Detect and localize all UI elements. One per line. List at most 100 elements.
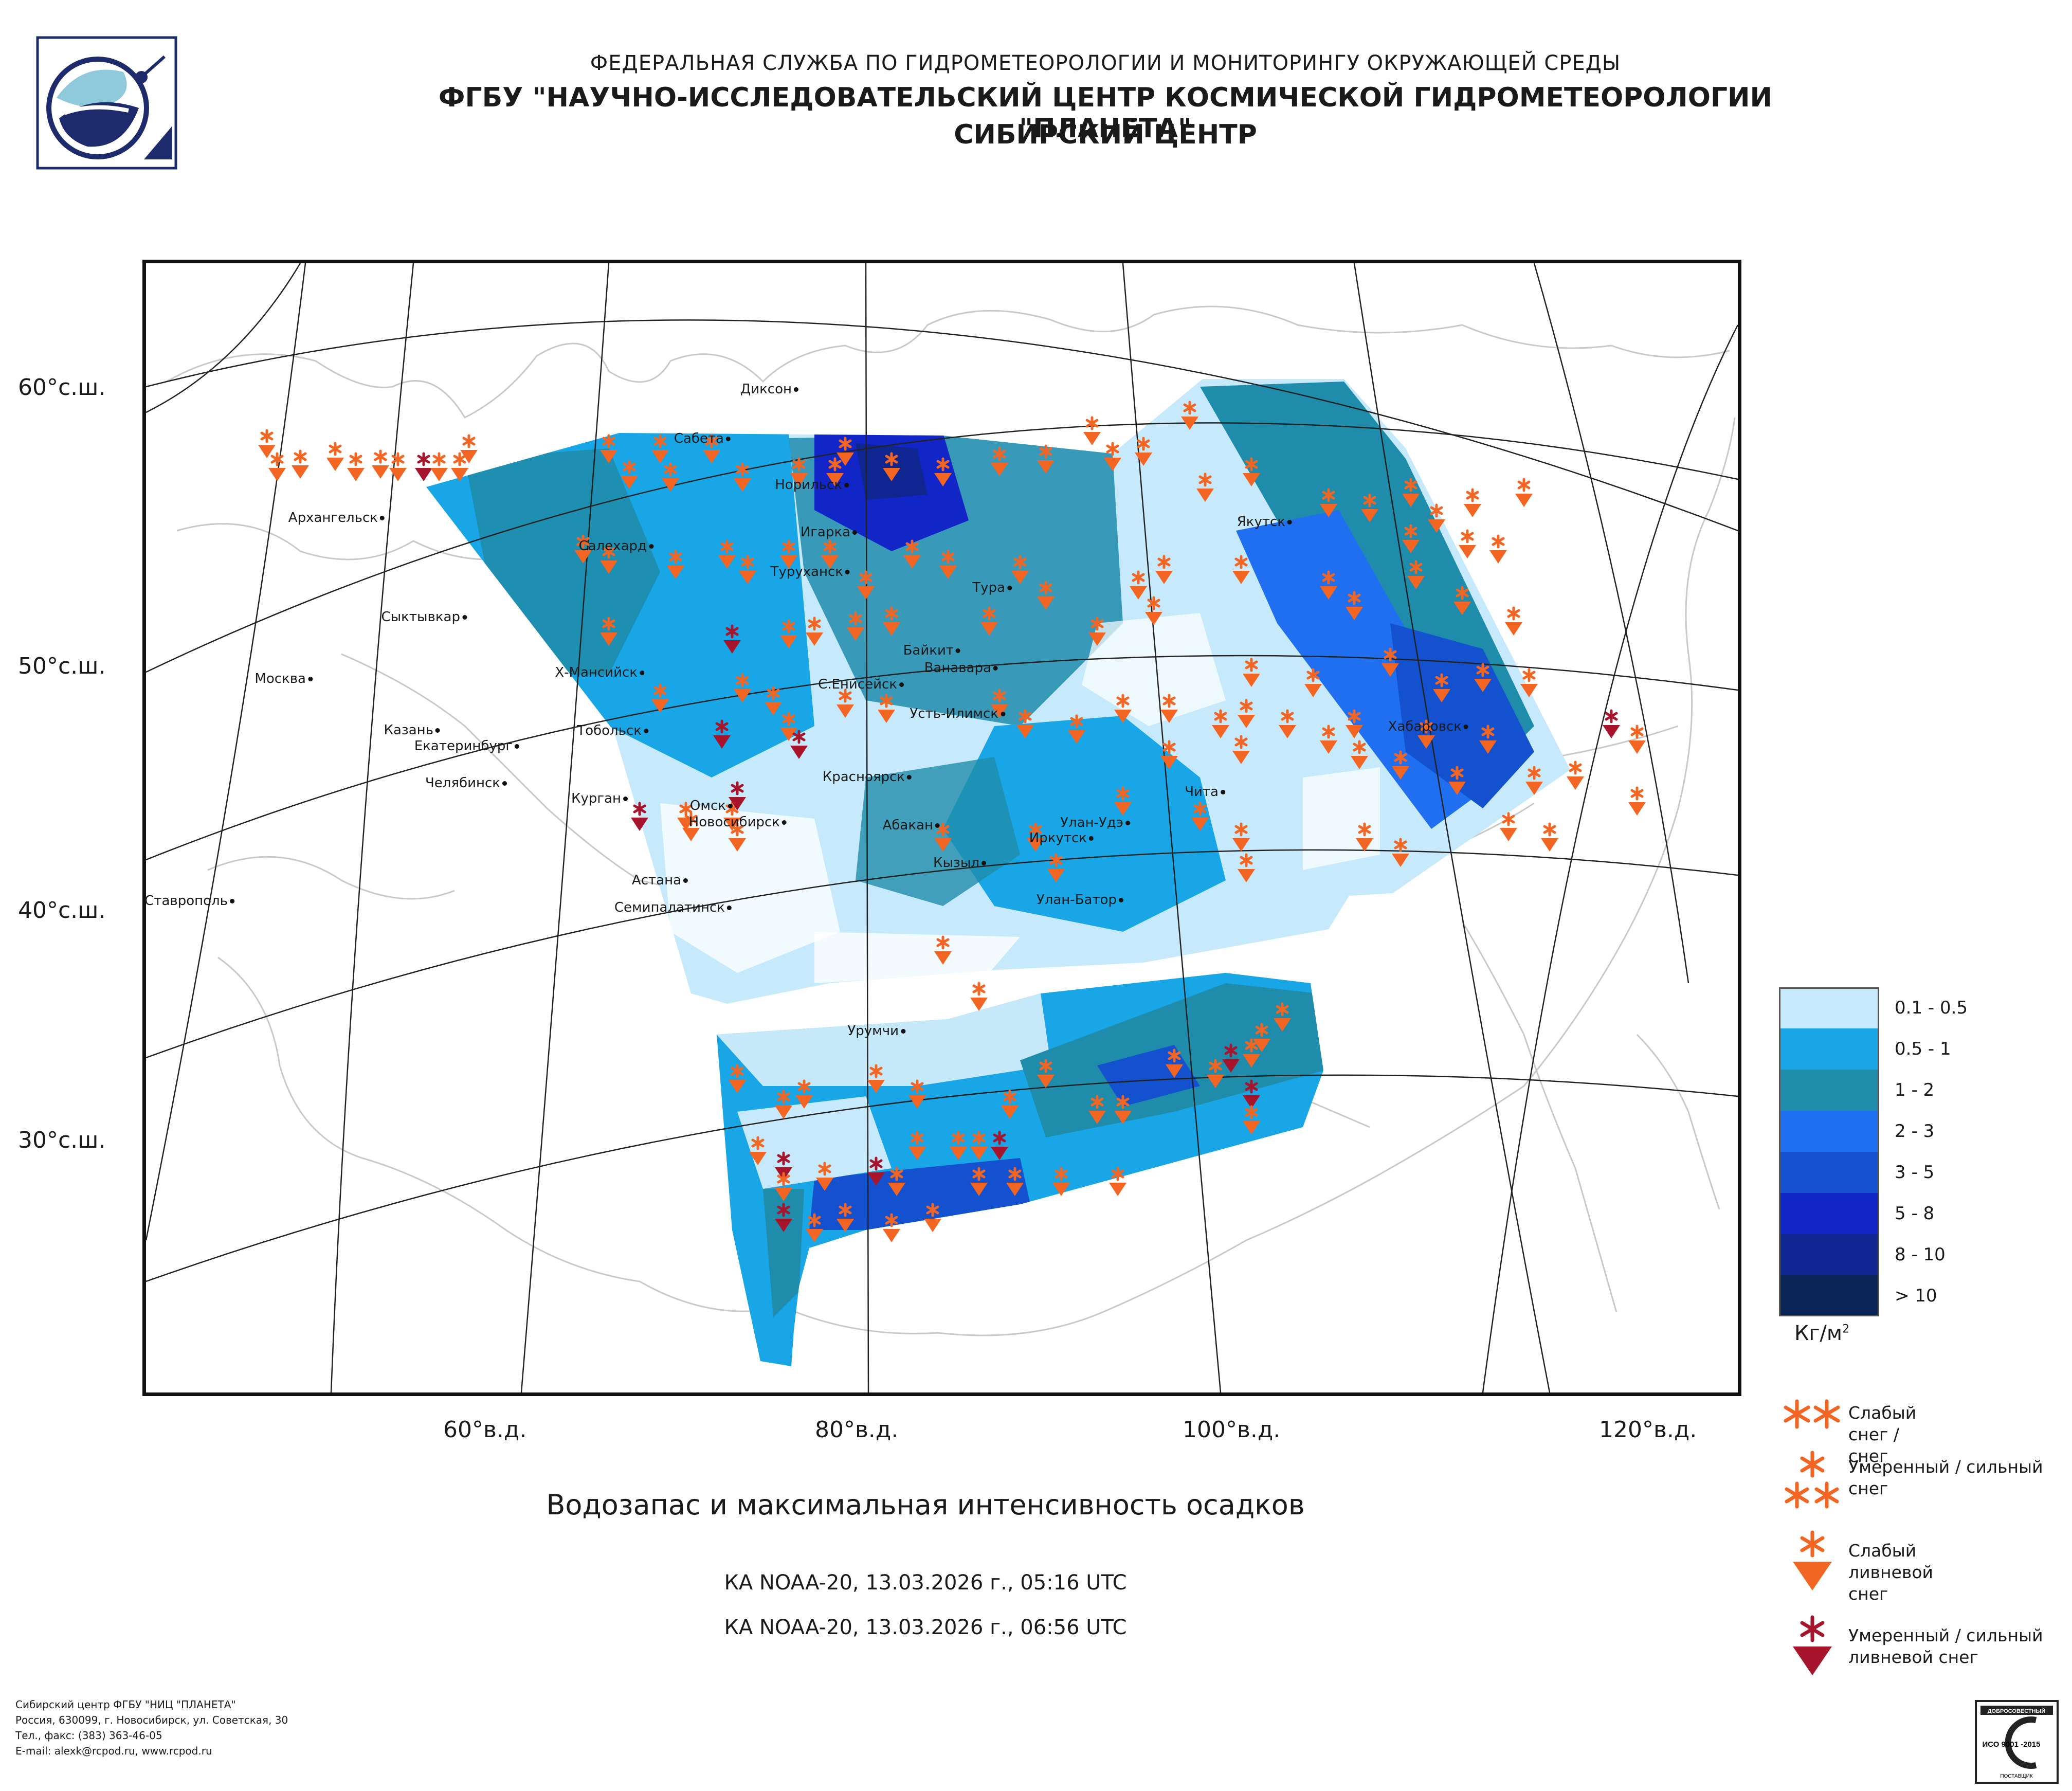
legend-swatch [1779,987,1879,1028]
snow-shower-icon [1232,555,1250,584]
city-label: Сыктывкар [381,609,467,625]
city-label: Х-Мансийск [555,665,644,680]
city-name: Игарка [800,524,850,540]
snow-shower-icon [292,449,309,479]
snow-shower-icon [1160,694,1178,723]
snow-shower-icon [1196,473,1214,502]
snow-shower-icon [934,822,952,852]
city-label: Улан-Удэ [1060,815,1130,830]
snow-shower-icon [806,617,823,646]
snow-shower-icon [980,606,998,636]
heavy-snow-shower-icon [723,624,741,654]
snow-shower-icon [1088,617,1106,646]
city-name: Иркутск [1029,830,1087,846]
city-name: Екатеринбург [414,738,513,754]
legend-class-label: > 10 [1895,1286,1937,1306]
snow-shower-icon [1407,560,1425,589]
contact-footer: Сибирский центр ФГБУ "НИЦ "ПЛАНЕТА" Росс… [15,1697,288,1759]
snow-shower-icon [1520,668,1538,697]
legend-class-label: 0.1 - 0.5 [1895,998,1968,1018]
city-label: Новосибирск [689,815,787,830]
city-label: Ставрополь [144,893,234,909]
snow-shower-icon [1207,1059,1224,1088]
snow-shower-icon [703,434,720,463]
precipitation-symbols [258,401,1646,1242]
city-name: Семипалатинск [614,900,725,915]
city-dot-icon [1119,898,1123,902]
snow-shower-icon [1238,853,1255,882]
snow-shower-icon [857,570,875,600]
snow-shower-icon [1320,488,1337,517]
city-name: Красноярск [822,769,905,785]
lat-label-40: 40°с.ш. [18,897,106,924]
legend-class-label: 3 - 5 [1895,1162,1935,1183]
snow-shower-icon [1525,766,1543,795]
snow-shower-icon [1243,1038,1260,1068]
city-name: Салехард [578,538,647,554]
city-name: Кызыл [933,855,979,871]
snow-shower-icon [1505,606,1522,636]
snow-shower-icon [1346,591,1363,620]
snow-shower-icon [268,452,286,481]
city-dot-icon [230,899,234,903]
snow-shower-icon [651,683,669,713]
snow-shower-icon [1433,673,1450,702]
city-name: Ставрополь [144,893,228,909]
snow-shower-icon [1006,1167,1024,1196]
triple-snowflake-icon [1785,1451,1839,1509]
city-dot-icon [644,729,648,733]
snow-shower-icon [934,457,952,486]
center-line: СИБИРСКИЙ ЦЕНТР [954,119,1257,150]
map-canvas [146,263,1738,1392]
snow-shower-icon [780,712,797,741]
iso-top-text: ДОБРОСОВЕСТНЫЙ [1988,1708,2046,1714]
snow-shower-icon [1402,524,1420,553]
snow-shower-icon [934,935,952,965]
city-name: Байкит [903,643,954,658]
snow-shower-icon [729,1064,746,1093]
city-name: Тура [972,580,1005,595]
snow-shower-icon [1232,735,1250,764]
snow-shower-icon [939,550,957,579]
snow-shower-icon [621,460,638,489]
city-dot-icon [899,682,904,687]
snow-shower-icon [734,462,751,492]
city-label: Москва [255,671,313,686]
city-label: Усть-Илимск [910,706,1005,721]
iso-bottom-text: ПОСТАВЩИК [2000,1774,2033,1779]
heavy-snow-shower-icon [631,802,648,831]
heavy-snow-shower-icon [1603,709,1620,738]
city-dot-icon [1287,520,1292,524]
heavy-snow-shower-icon [415,452,432,481]
city-dot-icon [935,823,940,828]
city-dot-icon [782,820,787,825]
snow-shower-icon [1212,709,1229,738]
city-label: Туруханск [771,564,850,580]
city-dot-icon [462,615,467,620]
heavy-snow-shower-icon [867,1156,885,1186]
city-name: Архангельск [288,510,378,526]
city-dot-icon [380,516,385,520]
city-name: С.Енисейск [818,677,897,692]
snow-shower-icon [1417,719,1435,749]
city-name: Омск [689,798,726,813]
snow-shower-icon [1361,493,1378,522]
city-dot-icon [640,671,644,675]
snow-shower-icon [1500,812,1517,841]
snow-shower-icon [1392,750,1409,780]
units-label: Кг/м2 [1794,1322,1849,1345]
city-name: Х-Мансийск [555,665,638,680]
snow-shower-icon [1232,822,1250,852]
units-text: Кг/м [1794,1322,1843,1345]
lon-label-120: 120°в.д. [1599,1417,1697,1443]
snow-shower-icon [1109,1167,1126,1196]
snow-shower-icon [451,452,468,481]
city-label: Улан-Батор [1037,892,1123,908]
snow-shower-icon [1459,529,1476,558]
snow-shower-icon [729,822,746,852]
snow-shower-icon [734,673,751,702]
snow-shower-icon [1320,725,1337,754]
city-name: Сыктывкар [381,609,460,625]
city-dot-icon [852,530,857,535]
legend-class-label: 2 - 3 [1895,1121,1935,1142]
